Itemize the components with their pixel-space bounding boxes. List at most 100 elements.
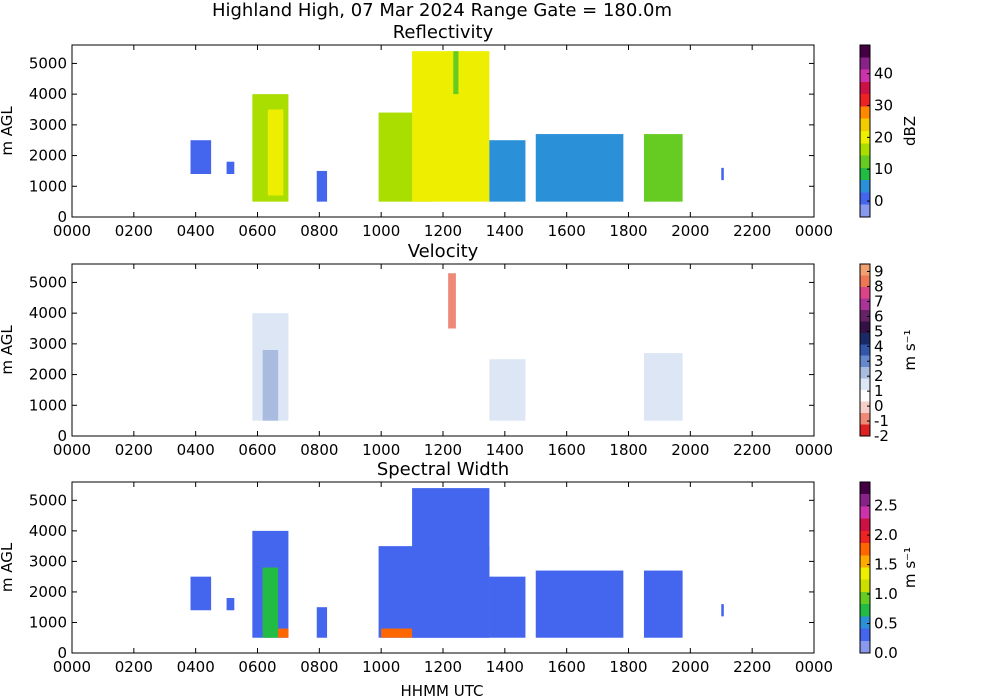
x-tick-label: 2000: [671, 658, 709, 676]
colorbar: [859, 481, 871, 654]
y-tick-label: 0: [57, 644, 67, 662]
colorbar-tick-label: 0: [874, 192, 884, 210]
colorbar-tick-label: -1: [874, 412, 889, 430]
x-tick-label: 1600: [548, 222, 586, 240]
panel-title: Reflectivity: [393, 22, 494, 43]
x-tick-label: 2200: [733, 222, 771, 240]
y-tick-label: 0: [57, 208, 67, 226]
echo-cell: [226, 380, 235, 393]
y-tick-label: 2000: [29, 147, 67, 165]
colorbar-tick-label: 30: [874, 97, 893, 115]
colorbar-label: m s⁻¹: [901, 547, 919, 588]
x-tick-label: 1000: [362, 222, 400, 240]
x-tick-label: 0800: [300, 658, 338, 676]
echo-cell: [721, 167, 724, 181]
y-tick-label: 0: [57, 427, 67, 445]
echo-cell: [489, 576, 526, 638]
echo-cell: [535, 570, 624, 638]
colorbar-tick-label: 40: [874, 65, 893, 83]
colorbar-tick-label: 8: [874, 277, 884, 295]
x-tick-label: 1200: [424, 658, 462, 676]
x-axis-label: HHMM UTC: [401, 682, 484, 700]
y-tick-label: 3000: [29, 552, 67, 570]
echo-cell: [316, 170, 328, 202]
colorbar: [859, 263, 871, 437]
colorbar-tick-label: 3: [874, 352, 884, 370]
x-tick-label: 0000: [53, 658, 91, 676]
y-tick-label: 1000: [29, 613, 67, 631]
x-tick-label: 0400: [177, 658, 215, 676]
x-tick-label: 1400: [486, 441, 524, 459]
figure-suptitle: Highland High, 07 Mar 2024 Range Gate = …: [212, 0, 672, 21]
x-tick-label: 1800: [609, 222, 647, 240]
colorbar-tick-label: 9: [874, 262, 884, 280]
colorbar-tick-label: 2.0: [874, 526, 898, 544]
colorbar-tick-label: 6: [874, 307, 884, 325]
y-tick-label: 5000: [29, 491, 67, 509]
x-tick-label: 1000: [362, 441, 400, 459]
echo-cell: [190, 359, 212, 393]
x-tick-label: 1400: [486, 222, 524, 240]
colorbar-tick-label: 4: [874, 337, 884, 355]
colorbar: [859, 44, 871, 218]
echo-cell: [643, 570, 683, 638]
echo-cell: [453, 51, 459, 95]
echo-cell: [643, 353, 683, 421]
y-tick-label: 1000: [29, 396, 67, 414]
x-tick-label: 1800: [609, 441, 647, 459]
colorbar-tick-label: 1.5: [874, 556, 898, 574]
panel-title: Spectral Width: [377, 459, 509, 480]
colorbar-label: m s⁻¹: [901, 329, 919, 370]
x-tick-label: 0600: [238, 658, 276, 676]
panel-title: Velocity: [408, 241, 479, 262]
y-tick-label: 4000: [29, 522, 67, 540]
echo-cell: [412, 51, 490, 202]
echo-cell: [489, 140, 526, 202]
echo-cell: [190, 576, 212, 611]
x-tick-label: 0400: [177, 222, 215, 240]
echo-cell: [489, 359, 526, 421]
x-tick-label: 0200: [115, 222, 153, 240]
x-tick-label: 1200: [424, 441, 462, 459]
echo-cell: [316, 389, 328, 421]
y-tick-label: 5000: [29, 54, 67, 72]
echo-cell: [190, 140, 212, 174]
echo-cell: [262, 350, 279, 421]
colorbar-label: dBZ: [901, 116, 919, 146]
x-tick-label: 0000: [795, 441, 833, 459]
colorbar-tick-label: 1: [874, 382, 884, 400]
echo-cell: [278, 628, 289, 638]
y-axis-label: m AGL: [0, 325, 16, 375]
panel-1: Velocitym AGL000002000400060008001000120…: [0, 241, 919, 459]
y-tick-label: 2000: [29, 366, 67, 384]
panel-2: Spectral Width m AGL 0000 0200 0400 0600 0800 1…: [0, 459, 919, 676]
colorbar-tick-label: 2: [874, 367, 884, 385]
echo-cell: [535, 134, 624, 202]
echo-cell: [643, 134, 683, 202]
x-tick-label: 1600: [548, 441, 586, 459]
colorbar-tick-label: 7: [874, 292, 884, 310]
x-tick-label: 1400: [486, 658, 524, 676]
echo-cell: [226, 161, 235, 174]
y-axis-label: m AGL: [0, 106, 16, 156]
colorbar-tick-label: -2: [874, 427, 889, 445]
x-tick-label: 0000: [53, 222, 91, 240]
echo-cell: [535, 353, 624, 421]
x-tick-label: 0000: [795, 222, 833, 240]
echo-cell: [316, 607, 328, 638]
colorbar-tick-label: 2.5: [874, 497, 898, 515]
colorbar-tick-label: 0.0: [874, 644, 898, 662]
echo-cell: [267, 109, 284, 196]
x-tick-label: 0800: [300, 222, 338, 240]
x-tick-label: 1600: [548, 658, 586, 676]
y-axis-label: m AGL: [0, 542, 16, 592]
x-tick-label: 2000: [671, 441, 709, 459]
x-tick-label: 2200: [733, 441, 771, 459]
echo-cell: [381, 628, 413, 638]
x-tick-label: 0400: [177, 441, 215, 459]
x-tick-label: 0600: [238, 222, 276, 240]
colorbar-tick-label: 1.0: [874, 585, 898, 603]
echo-cell: [226, 598, 235, 611]
colorbar-tick-label: 10: [874, 160, 893, 178]
